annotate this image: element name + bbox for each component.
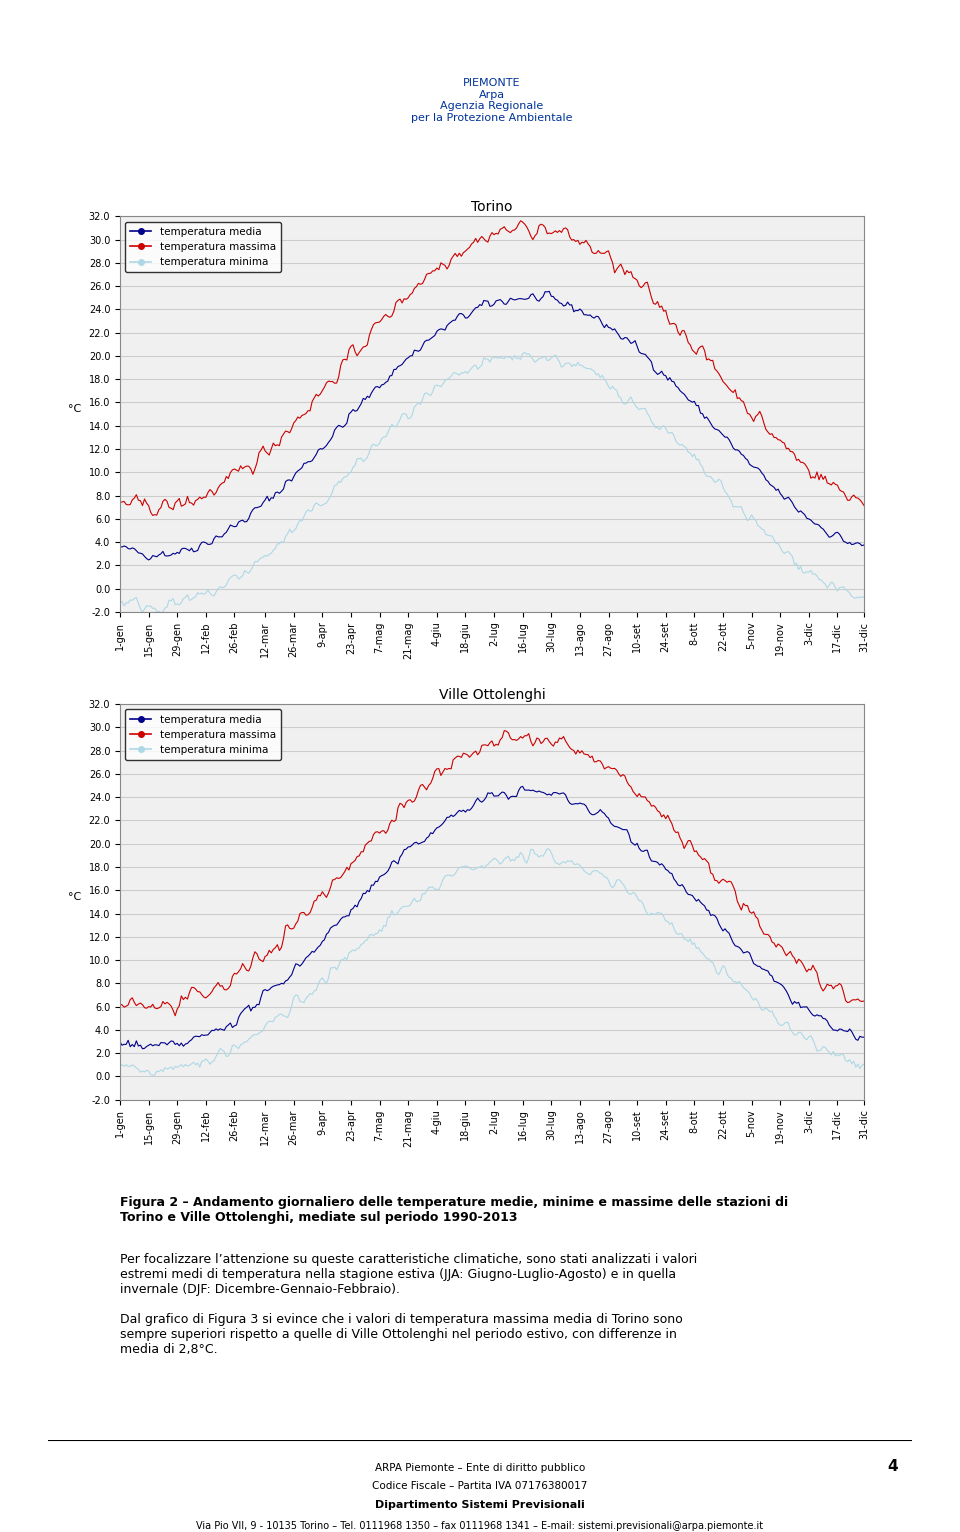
Legend: temperatura media, temperatura massima, temperatura minima: temperatura media, temperatura massima, … (125, 709, 281, 760)
Text: 4: 4 (887, 1458, 899, 1474)
Text: Codice Fiscale – Partita IVA 07176380017: Codice Fiscale – Partita IVA 07176380017 (372, 1481, 588, 1492)
Text: ARPA Piemonte – Ente di diritto pubblico: ARPA Piemonte – Ente di diritto pubblico (374, 1463, 586, 1474)
Title: Ville Ottolenghi: Ville Ottolenghi (439, 688, 545, 702)
Text: Via Pio VII, 9 - 10135 Torino – Tel. 0111968 1350 – fax 0111968 1341 – E-mail: s: Via Pio VII, 9 - 10135 Torino – Tel. 011… (197, 1521, 763, 1530)
Text: PIEMONTE
Arpa
Agenzia Regionale
per la Protezione Ambientale: PIEMONTE Arpa Agenzia Regionale per la P… (411, 78, 573, 123)
Title: Torino: Torino (471, 199, 513, 214)
Text: Figura 2 – Andamento giornaliero delle temperature medie, minime e massime delle: Figura 2 – Andamento giornaliero delle t… (120, 1196, 788, 1224)
Y-axis label: °C: °C (68, 404, 82, 414)
Text: Dipartimento Sistemi Previsionali: Dipartimento Sistemi Previsionali (375, 1500, 585, 1511)
Text: Per focalizzare l’attenzione su queste caratteristiche climatiche, sono stati an: Per focalizzare l’attenzione su queste c… (120, 1253, 697, 1356)
Legend: temperatura media, temperatura massima, temperatura minima: temperatura media, temperatura massima, … (125, 222, 281, 273)
Y-axis label: °C: °C (68, 892, 82, 902)
